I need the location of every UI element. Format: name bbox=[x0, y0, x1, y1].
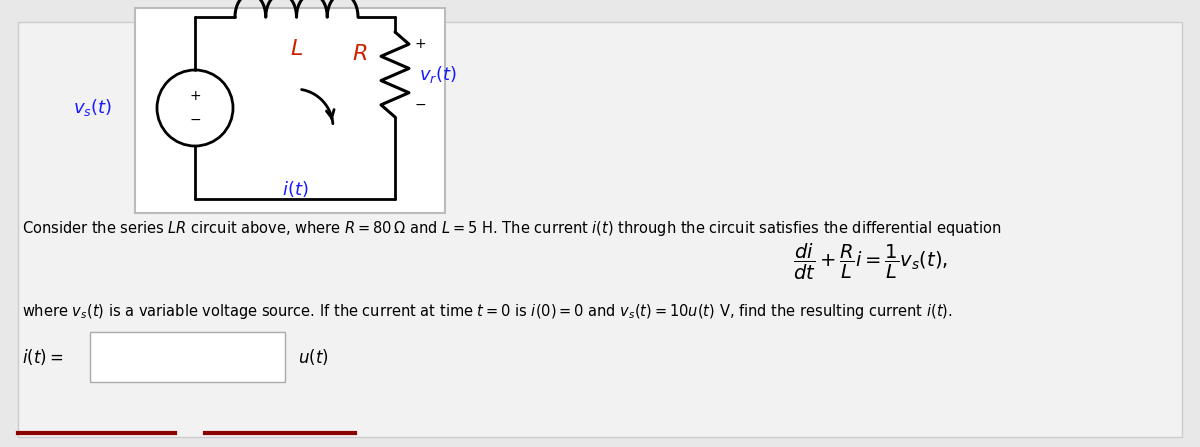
Text: $i(t) =$: $i(t) =$ bbox=[22, 347, 64, 367]
Text: +: + bbox=[190, 89, 200, 103]
Bar bbox=[90, 332, 286, 382]
Text: $R$: $R$ bbox=[352, 45, 367, 64]
Text: $u(t)$: $u(t)$ bbox=[298, 347, 329, 367]
Text: $v_s(t)$: $v_s(t)$ bbox=[73, 97, 112, 118]
Text: +: + bbox=[415, 37, 427, 51]
Text: where $v_s(t)$ is a variable voltage source. If the current at time $t = 0$ is $: where $v_s(t)$ is a variable voltage sou… bbox=[22, 302, 953, 321]
Text: $v_r(t)$: $v_r(t)$ bbox=[419, 64, 457, 85]
Text: −: − bbox=[415, 98, 427, 112]
Text: Consider the series $LR$ circuit above, where $R = 80\,\Omega$ and $L = 5$ H. Th: Consider the series $LR$ circuit above, … bbox=[22, 219, 1002, 238]
Text: −: − bbox=[190, 113, 200, 127]
Bar bbox=[134, 8, 445, 213]
Text: $\dfrac{di}{dt} + \dfrac{R}{L}i = \dfrac{1}{L}v_s(t),$: $\dfrac{di}{dt} + \dfrac{R}{L}i = \dfrac… bbox=[792, 242, 948, 282]
Text: $L$: $L$ bbox=[290, 39, 304, 59]
Text: $i(t)$: $i(t)$ bbox=[282, 179, 308, 199]
